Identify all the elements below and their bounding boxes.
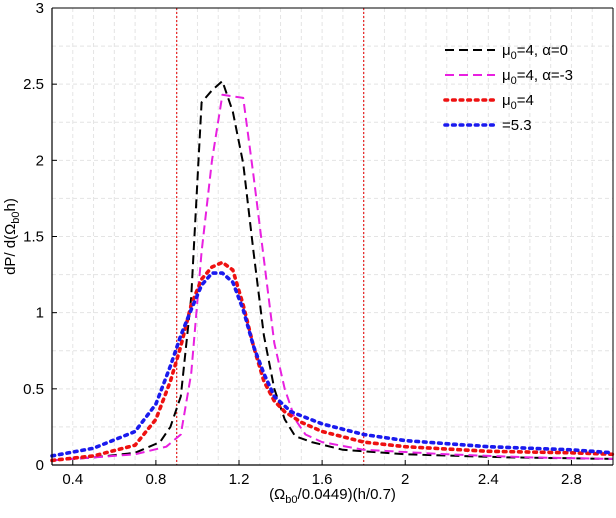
legend: μ0=4, α=0μ0=4, α=-3μ0=4=5.3 <box>443 42 573 134</box>
legend-label-2: μ0=4 <box>502 92 534 112</box>
tick-labels: 0.4 0.8 1.2 1.6 2 2.4 2.8 0 0.5 1 1.5 2 2.5 3 <box>23 0 582 488</box>
text-part: (Ω <box>269 486 285 503</box>
y-tick-label: 3 <box>36 0 44 17</box>
series-lines <box>50 80 615 463</box>
x-tick-label: 0.8 <box>145 471 166 488</box>
series-line-1 <box>51 93 614 462</box>
x-tick-label: 1.6 <box>312 471 333 488</box>
subscript: 0 <box>511 75 517 87</box>
legend-label-3: =5.3 <box>502 117 532 134</box>
x-tick-label: 0.4 <box>62 471 83 488</box>
x-tick-label: 2.8 <box>561 471 582 488</box>
subscript: b0 <box>10 211 22 223</box>
text-part: dP/ d(Ω <box>2 224 19 275</box>
reference-lines <box>176 8 365 465</box>
text-part: /0.0449)(h/0.7) <box>298 486 396 503</box>
y-tick-label: 1.5 <box>23 229 44 246</box>
text-part: μ <box>502 67 511 84</box>
subscript: b0 <box>285 494 297 506</box>
y-axis-label: dP/ d(Ωb0h) <box>2 198 22 275</box>
series-line-3 <box>50 271 615 458</box>
y-tick-label: 0.5 <box>23 381 44 398</box>
text-part: μ <box>502 92 511 109</box>
text-part: =5.3 <box>502 117 532 134</box>
text-part: =4, α=-3 <box>517 67 573 84</box>
text-part: μ <box>502 42 511 59</box>
series-line-2 <box>50 260 615 463</box>
legend-label-1: μ0=4, α=-3 <box>502 67 573 87</box>
x-tick-label: 1.2 <box>229 471 250 488</box>
axes <box>51 7 614 466</box>
subscript: 0 <box>511 100 517 112</box>
text-part: =4, α=0 <box>517 42 568 59</box>
text-part: =4 <box>517 92 534 109</box>
text-part: h) <box>2 198 19 211</box>
x-axis-label: (Ωb0/0.0449)(h/0.7) <box>269 486 396 506</box>
y-tick-label: 0 <box>36 457 44 474</box>
series-line-0 <box>51 80 614 462</box>
y-tick-label: 1 <box>36 305 44 322</box>
x-tick-label: 2 <box>401 471 409 488</box>
legend-label-0: μ0=4, α=0 <box>502 42 568 62</box>
axis-labels: (Ωb0/0.0449)(h/0.7) dP/ d(Ωb0h) <box>2 198 396 506</box>
y-tick-label: 2.5 <box>23 76 44 93</box>
x-tick-label: 2.4 <box>478 471 499 488</box>
subscript: 0 <box>511 50 517 62</box>
y-tick-label: 2 <box>36 152 44 169</box>
